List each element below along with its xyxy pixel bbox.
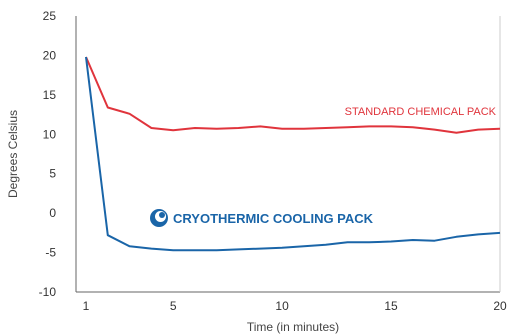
y-tick-label: 0 <box>49 206 56 220</box>
cryothermic-cooling-pack-line <box>85 56 501 252</box>
ring-logo-icon <box>150 209 168 227</box>
x-tick-label: 20 <box>493 299 507 313</box>
axes <box>75 16 501 293</box>
x-tick-label: 10 <box>275 299 289 313</box>
y-tick-label: -10 <box>39 285 57 299</box>
y-tick-label: 25 <box>43 9 57 23</box>
y-tick-labels: 25 20 15 10 5 0 -5 -10 <box>39 9 57 299</box>
x-tick-label: 1 <box>83 299 90 313</box>
series-lines <box>85 56 501 252</box>
y-tick-label: 10 <box>43 127 57 141</box>
cryothermic-cooling-pack-label: CRYOTHERMIC COOLING PACK <box>173 211 374 226</box>
y-tick-label: 5 <box>49 167 56 181</box>
standard-chemical-pack-label: STANDARD CHEMICAL PACK <box>345 106 497 118</box>
y-tick-label: -5 <box>45 246 56 260</box>
x-tick-label: 5 <box>170 299 177 313</box>
y-axis-title: Degrees Celsius <box>6 110 20 198</box>
y-tick-label: 15 <box>43 88 57 102</box>
standard-chemical-pack-line <box>85 56 501 134</box>
x-tick-label: 15 <box>384 299 398 313</box>
x-axis-title: Time (in minutes) <box>247 320 339 334</box>
x-tick-labels: 1 5 10 15 20 <box>83 299 507 313</box>
y-tick-label: 20 <box>43 48 57 62</box>
